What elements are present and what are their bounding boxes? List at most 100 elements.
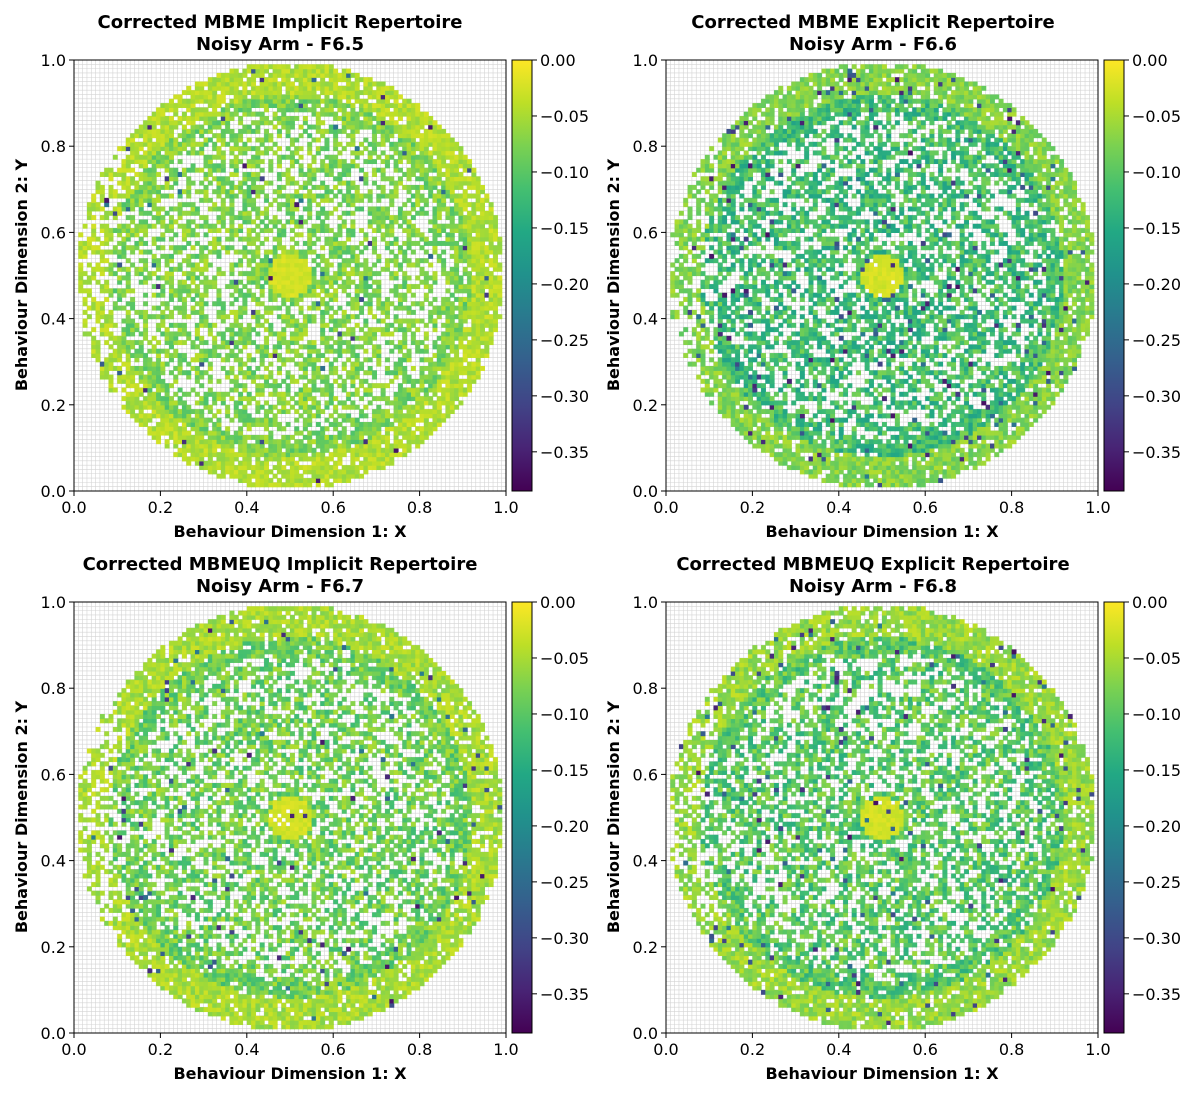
data-cell (350, 378, 356, 384)
data-cell (376, 128, 382, 134)
data-cell (255, 223, 261, 229)
data-cell (298, 184, 304, 190)
data-cell (328, 456, 334, 462)
data-cell (216, 85, 222, 91)
data-cell (441, 223, 447, 229)
data-cell (415, 189, 421, 195)
data-cell (177, 387, 183, 393)
data-cell (393, 107, 399, 113)
data-cell (462, 378, 468, 384)
data-cell (393, 189, 399, 195)
data-cell (246, 64, 252, 70)
data-cell (372, 215, 377, 221)
data-cell (350, 249, 356, 255)
data-cell (281, 297, 287, 302)
data-cell (320, 271, 326, 277)
data-cell (255, 172, 261, 177)
data-cell (454, 159, 460, 165)
data-cell (277, 253, 282, 259)
data-cell (255, 366, 261, 371)
data-cell (402, 98, 408, 104)
data-cell (82, 297, 88, 302)
data-cell (121, 340, 127, 346)
data-cell (242, 344, 248, 350)
data-cell (190, 262, 196, 268)
data-cell (156, 434, 161, 440)
data-cell (475, 219, 481, 225)
data-cell (432, 370, 438, 376)
data-cell (467, 314, 473, 320)
data-cell (372, 241, 377, 246)
data-cell (169, 284, 174, 290)
data-cell (471, 374, 477, 380)
data-cell (428, 409, 434, 415)
data-cell (432, 180, 438, 186)
data-cell (354, 366, 360, 371)
data-cell (307, 206, 313, 212)
data-cell (229, 443, 235, 449)
data-cell (134, 150, 140, 156)
data-cell (398, 357, 403, 363)
data-cell (130, 176, 136, 182)
data-cell (419, 120, 425, 126)
data-cell (207, 159, 213, 165)
data-cell (367, 81, 373, 87)
data-cell (164, 353, 170, 358)
data-cell (311, 305, 317, 311)
data-cell (441, 400, 447, 406)
data-cell (406, 154, 412, 160)
data-cell (307, 245, 313, 251)
data-cell (225, 465, 231, 471)
data-cell (143, 176, 149, 182)
data-cell (91, 353, 97, 358)
data-cell (160, 361, 166, 367)
data-cell (320, 98, 326, 104)
data-cell (169, 219, 174, 225)
data-cell (255, 374, 261, 380)
data-cell (268, 72, 274, 78)
data-cell (203, 318, 209, 324)
data-cell (225, 81, 231, 87)
data-cell (315, 215, 321, 221)
data-cell (333, 279, 339, 285)
data-cell (104, 202, 110, 208)
data-cell (298, 90, 304, 96)
data-cell (298, 98, 304, 104)
data-cell (471, 348, 477, 354)
data-cell (259, 452, 265, 458)
data-cell (406, 210, 412, 216)
data-cell (294, 159, 300, 165)
data-cell (315, 413, 321, 419)
data-cell (354, 184, 360, 190)
data-cell (194, 124, 200, 130)
data-cell (268, 409, 274, 415)
data-cell (268, 219, 274, 225)
data-cell (337, 348, 343, 354)
data-cell (441, 370, 447, 376)
data-cell (367, 327, 373, 333)
data-cell (467, 331, 473, 337)
data-cell (380, 90, 386, 96)
data-cell (238, 288, 244, 294)
data-cell (203, 81, 209, 87)
data-cell (346, 81, 352, 87)
data-cell (333, 159, 339, 165)
data-cell (216, 439, 222, 445)
data-cell (212, 146, 218, 152)
data-cell (277, 383, 282, 389)
data-cell (169, 396, 174, 402)
data-cell (216, 180, 222, 186)
data-cell (95, 206, 101, 212)
data-cell (445, 279, 451, 285)
data-cell (337, 90, 343, 96)
data-cell (320, 327, 326, 333)
data-cell (380, 107, 386, 113)
data-cell (78, 253, 84, 259)
data-cell (337, 284, 343, 290)
data-cell (294, 189, 300, 195)
data-cell (359, 150, 365, 156)
data-cell (350, 245, 356, 251)
data-cell (307, 64, 313, 70)
data-cell (376, 111, 382, 117)
data-cell (259, 167, 265, 173)
